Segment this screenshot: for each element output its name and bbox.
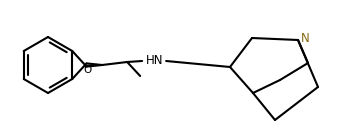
Text: N: N — [301, 31, 309, 45]
Text: O: O — [83, 65, 92, 75]
Text: HN: HN — [146, 55, 163, 68]
